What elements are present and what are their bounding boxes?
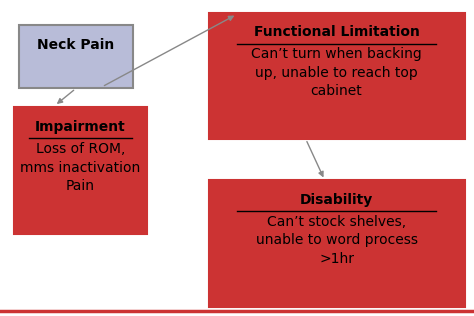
Text: Neck Pain: Neck Pain bbox=[37, 38, 114, 52]
Text: Functional Limitation: Functional Limitation bbox=[254, 25, 419, 39]
FancyBboxPatch shape bbox=[209, 13, 465, 139]
FancyBboxPatch shape bbox=[209, 180, 465, 307]
FancyBboxPatch shape bbox=[14, 107, 147, 234]
Text: Impairment: Impairment bbox=[35, 120, 126, 134]
Text: Can’t turn when backing
up, unable to reach top
cabinet: Can’t turn when backing up, unable to re… bbox=[251, 47, 422, 98]
Text: Loss of ROM,
mms inactivation
Pain: Loss of ROM, mms inactivation Pain bbox=[20, 142, 141, 193]
FancyBboxPatch shape bbox=[19, 25, 133, 88]
Text: Can’t stock shelves,
unable to word process
>1hr: Can’t stock shelves, unable to word proc… bbox=[255, 215, 418, 266]
Text: Disability: Disability bbox=[300, 193, 373, 207]
